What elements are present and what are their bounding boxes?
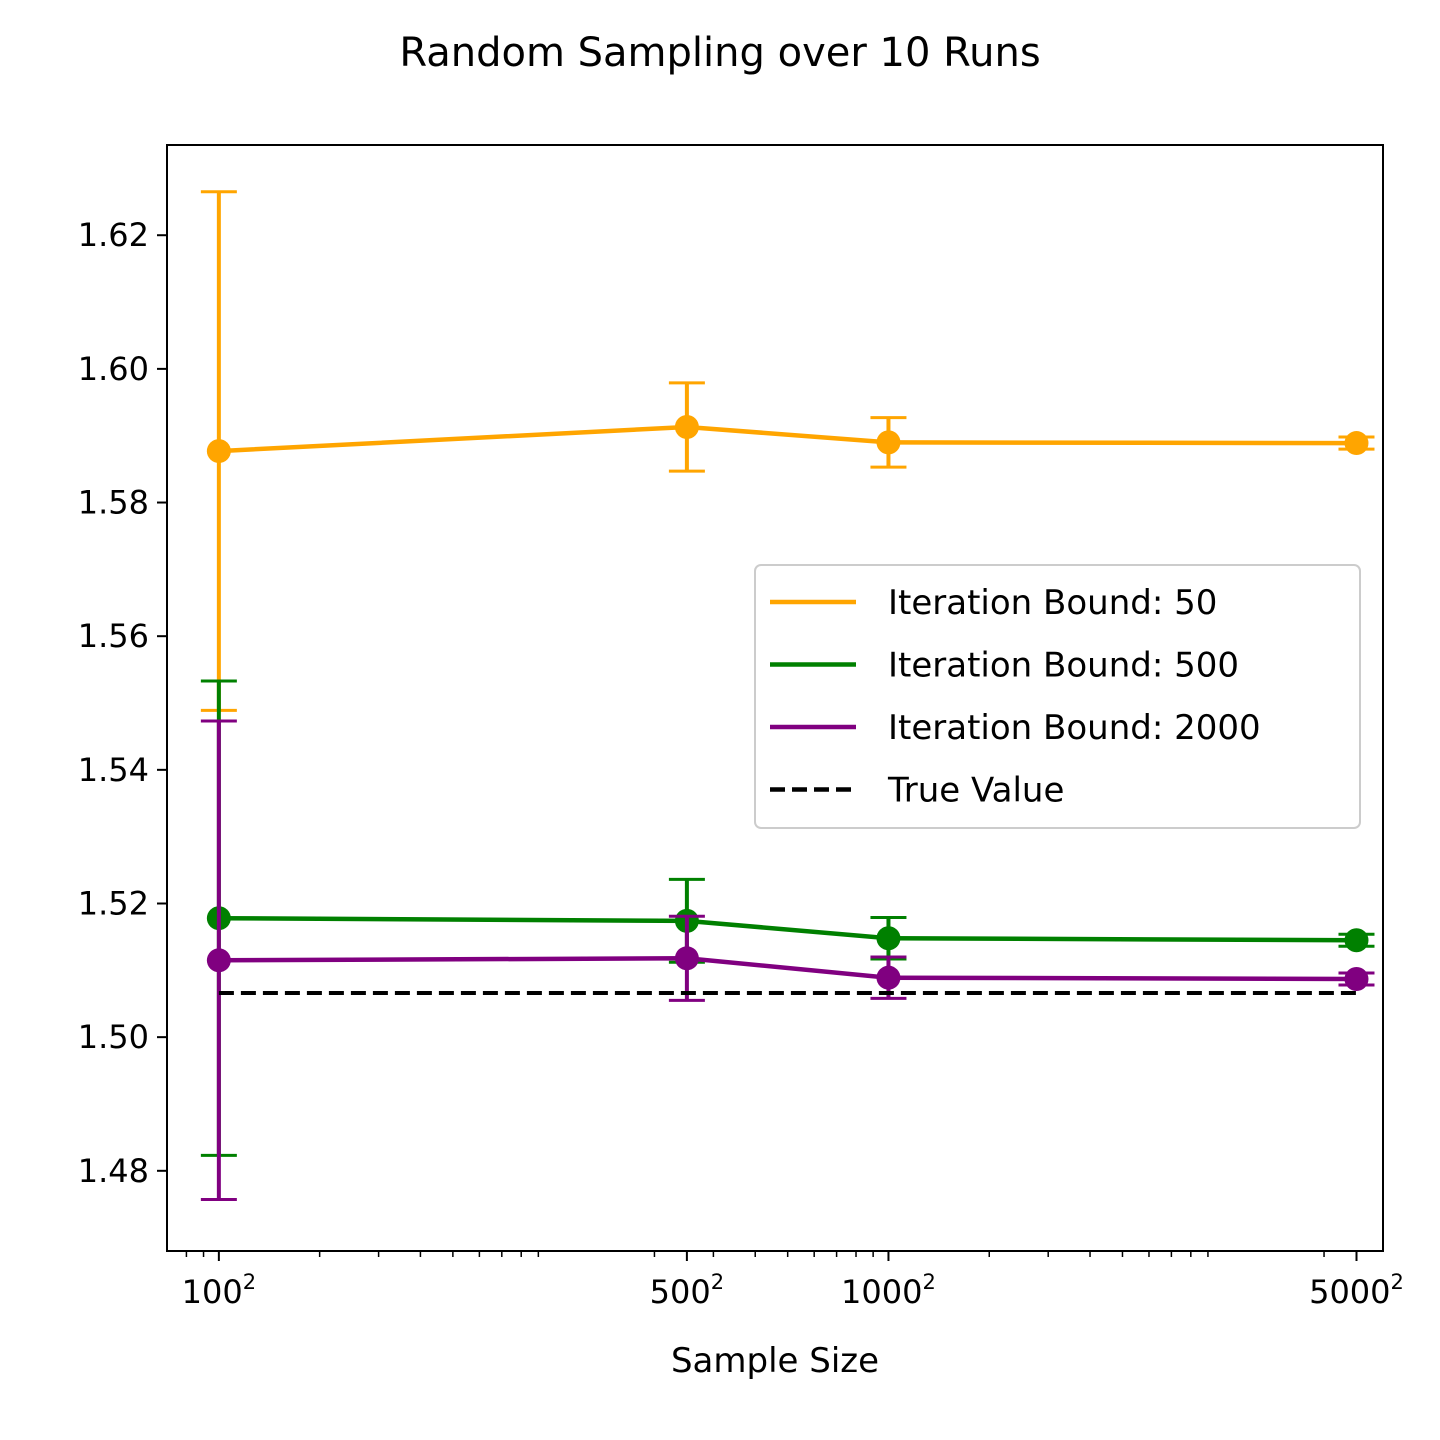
data-point xyxy=(876,926,901,951)
x-tick-label-base: 5000 xyxy=(1309,1273,1390,1311)
y-tick-label: 1.60 xyxy=(78,350,149,388)
data-point xyxy=(674,415,699,440)
x-tick-label: 1002 xyxy=(182,1270,256,1311)
data-point xyxy=(876,965,901,990)
series-2 xyxy=(200,719,1375,1202)
x-tick-label-base: 100 xyxy=(182,1273,243,1311)
series-line xyxy=(218,424,1357,454)
y-tick-label: 1.54 xyxy=(78,751,149,789)
legend: Iteration Bound: 50 Iteration Bound: 500 I… xyxy=(754,564,1361,829)
plot-frame xyxy=(166,144,1384,1252)
x-tick-label: 5002 xyxy=(650,1270,724,1311)
chart-title: Random Sampling over 10 Runs xyxy=(399,30,1040,76)
data-point xyxy=(206,948,231,973)
y-tick-label: 1.52 xyxy=(78,884,149,922)
data-point xyxy=(1344,967,1369,992)
data-point xyxy=(876,430,901,455)
x-tick-label: 50002 xyxy=(1309,1270,1404,1311)
y-tick-label: 1.62 xyxy=(78,216,149,254)
series-0 xyxy=(200,190,1375,712)
x-tick-label-exponent: 2 xyxy=(922,1270,935,1294)
plot-area xyxy=(200,190,1375,1202)
x-tick-label-base: 1000 xyxy=(841,1273,922,1311)
x-tick-label-exponent: 2 xyxy=(711,1270,724,1294)
x-tick-label-exponent: 2 xyxy=(243,1270,256,1294)
y-tick-label: 1.50 xyxy=(78,1018,149,1056)
x-axis-label: Sample Size xyxy=(671,1341,879,1381)
y-tick-label: 1.48 xyxy=(78,1152,149,1190)
data-point xyxy=(1344,431,1369,456)
series-line xyxy=(218,956,1357,982)
legend-entry: Iteration Bound: 50 xyxy=(888,583,1217,623)
data-point xyxy=(674,946,699,971)
data-point xyxy=(206,439,231,464)
series-line xyxy=(218,915,1357,943)
legend-entry: Iteration Bound: 2000 xyxy=(888,708,1261,748)
legend-entry: True Value xyxy=(887,771,1064,811)
x-tick-label: 10002 xyxy=(841,1270,936,1311)
y-tick-label: 1.58 xyxy=(78,484,149,522)
data-point xyxy=(1344,928,1369,953)
x-tick-label-exponent: 2 xyxy=(1391,1270,1404,1294)
legend-entry: Iteration Bound: 500 xyxy=(888,646,1239,686)
y-tick-label: 1.56 xyxy=(78,617,149,655)
legend-box xyxy=(754,564,1361,829)
x-tick-label-base: 500 xyxy=(650,1273,711,1311)
